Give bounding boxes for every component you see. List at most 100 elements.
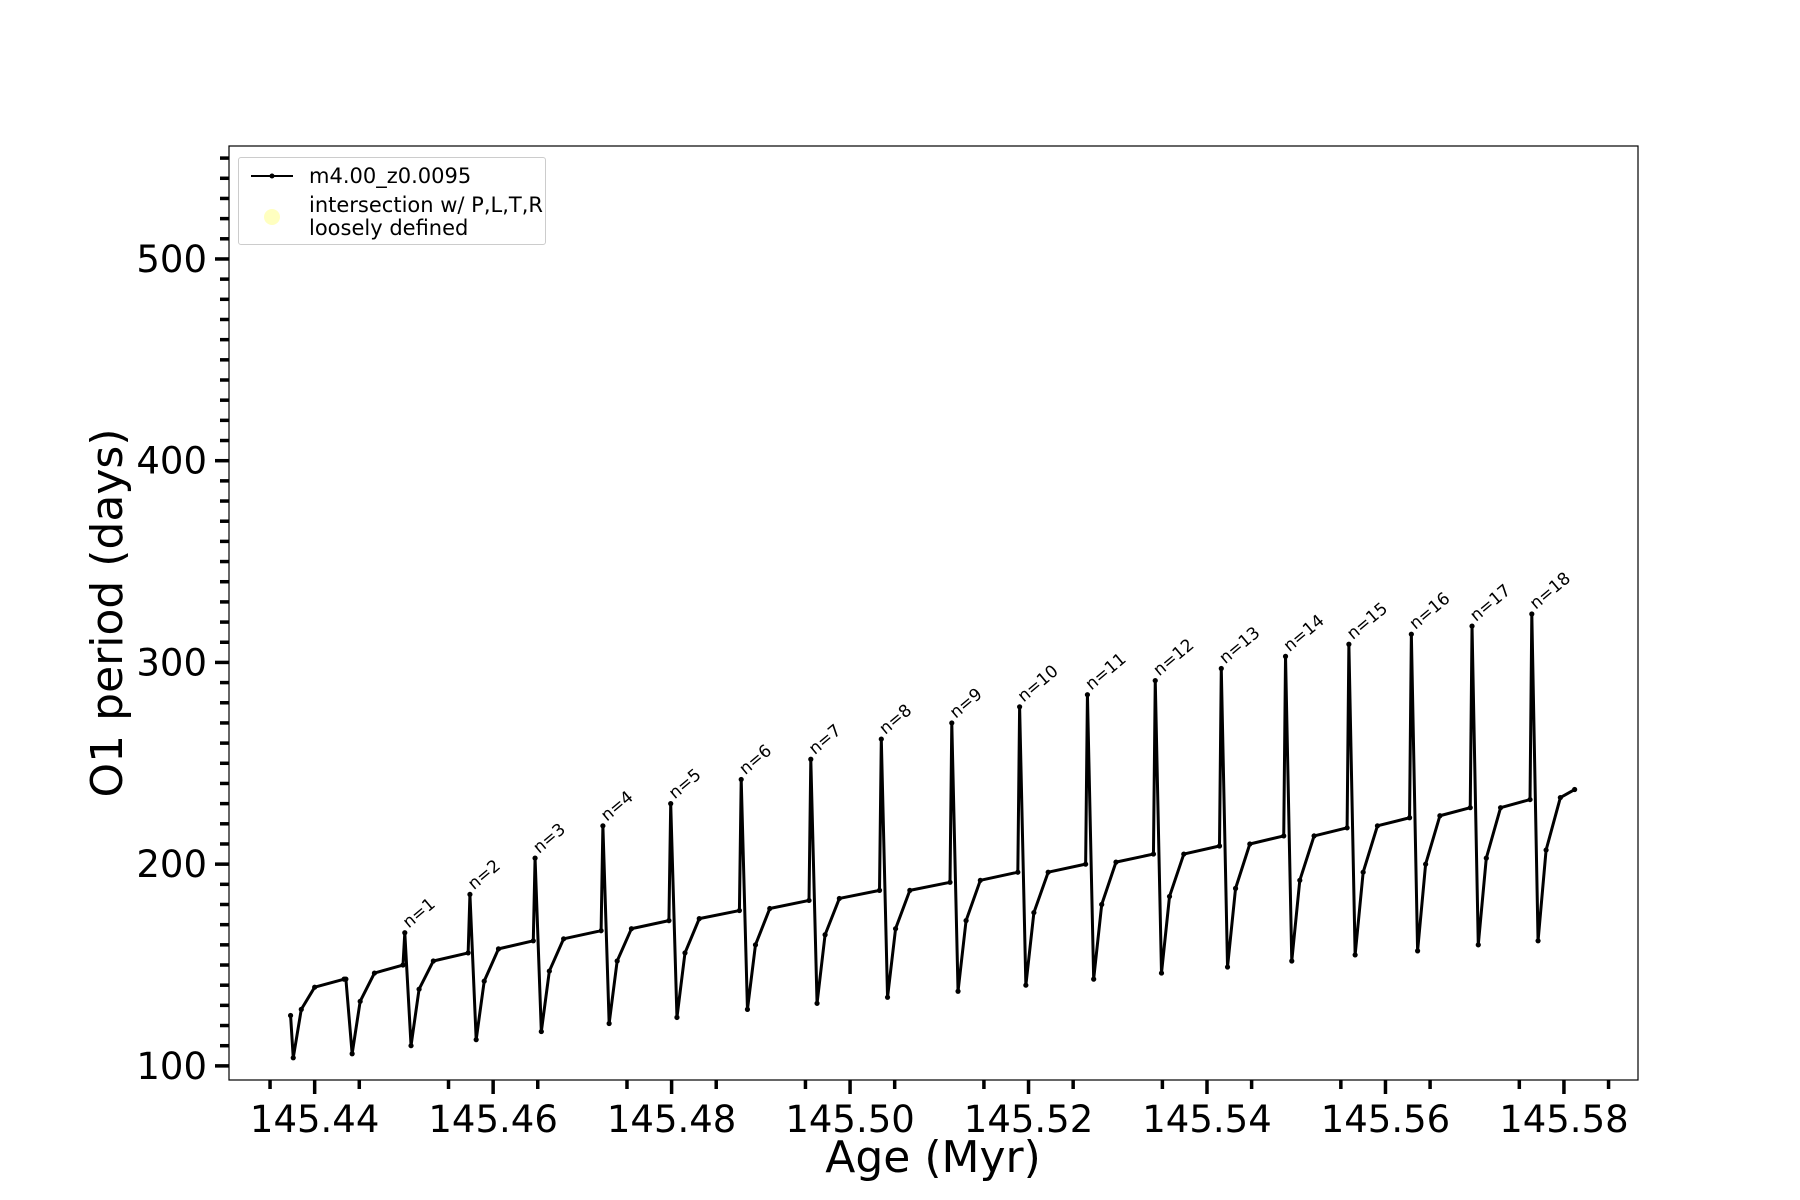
point bbox=[1247, 841, 1253, 847]
annotation-text: n=15 bbox=[1343, 599, 1392, 644]
point bbox=[614, 958, 620, 964]
point bbox=[538, 1028, 544, 1035]
point bbox=[606, 1020, 612, 1027]
point bbox=[1352, 952, 1358, 958]
annotation-text: n=13 bbox=[1216, 623, 1265, 668]
point bbox=[1045, 869, 1051, 875]
point bbox=[1017, 704, 1023, 710]
point bbox=[1158, 970, 1165, 976]
annotation-text: n=8 bbox=[876, 701, 916, 739]
point bbox=[752, 942, 759, 948]
annotation-text: n=11 bbox=[1082, 649, 1131, 694]
x-tick-label: 145.44 bbox=[250, 1098, 379, 1141]
x-tick-label: 145.48 bbox=[607, 1098, 736, 1141]
legend: m4.00_z0.0095 intersection w/ P,L,T,R loo… bbox=[238, 157, 546, 245]
annotation-text: n=6 bbox=[736, 741, 776, 779]
point bbox=[949, 720, 955, 726]
point bbox=[1483, 855, 1489, 861]
annotation: n=1 bbox=[399, 894, 439, 932]
annotation: n=6 bbox=[736, 741, 776, 779]
point bbox=[628, 926, 635, 932]
annotation: n=18 bbox=[1526, 569, 1575, 614]
annotation-text: n=5 bbox=[665, 765, 705, 803]
point bbox=[1346, 641, 1352, 647]
y-tick-label: 200 bbox=[136, 843, 207, 886]
point bbox=[546, 968, 552, 974]
point bbox=[907, 887, 913, 893]
point bbox=[947, 879, 953, 885]
point bbox=[1216, 843, 1223, 849]
x-tick-label: 145.50 bbox=[785, 1098, 914, 1141]
point bbox=[1527, 796, 1533, 803]
point bbox=[1557, 794, 1563, 801]
point bbox=[963, 918, 969, 924]
point bbox=[312, 984, 318, 990]
point bbox=[806, 897, 812, 904]
point bbox=[892, 926, 899, 932]
point bbox=[561, 936, 567, 942]
series-line bbox=[289, 612, 1576, 1060]
point bbox=[481, 978, 487, 984]
point bbox=[1572, 786, 1578, 793]
annotation-text: n=2 bbox=[464, 856, 504, 894]
annotation-text: n=17 bbox=[1466, 581, 1515, 626]
point bbox=[1374, 823, 1381, 829]
annotation-text: n=4 bbox=[597, 787, 637, 825]
point bbox=[1281, 833, 1287, 839]
y-tick-label: 400 bbox=[136, 440, 207, 483]
legend-swatch bbox=[249, 205, 295, 229]
annotation: n=10 bbox=[1014, 661, 1063, 706]
point bbox=[955, 988, 961, 994]
point bbox=[1467, 805, 1473, 811]
point bbox=[343, 976, 349, 982]
point bbox=[416, 986, 422, 992]
point bbox=[1423, 861, 1429, 867]
point bbox=[1406, 815, 1413, 821]
point bbox=[1469, 623, 1475, 629]
annotation: n=11 bbox=[1082, 649, 1131, 694]
point bbox=[290, 1055, 296, 1061]
point bbox=[836, 895, 842, 902]
point bbox=[402, 930, 408, 936]
annotation-text: n=18 bbox=[1526, 569, 1575, 614]
y-axis-label: O1 period (days) bbox=[82, 429, 133, 798]
legend-dot bbox=[264, 209, 280, 225]
point bbox=[287, 1012, 294, 1019]
x-tick-label: 145.52 bbox=[964, 1098, 1093, 1141]
annotation: n=4 bbox=[597, 787, 637, 825]
legend-item: intersection w/ P,L,T,R loosely defined bbox=[239, 194, 543, 240]
point bbox=[1535, 938, 1541, 944]
x-tick-label: 145.58 bbox=[1499, 1098, 1628, 1141]
point bbox=[430, 958, 436, 964]
point bbox=[1091, 976, 1097, 982]
x-axis-label: Age (Myr) bbox=[825, 1132, 1041, 1183]
point bbox=[1289, 958, 1295, 964]
point bbox=[1414, 948, 1421, 954]
point bbox=[1084, 692, 1091, 698]
y-tick-label: 500 bbox=[136, 238, 207, 281]
point bbox=[467, 891, 473, 898]
point bbox=[600, 823, 606, 829]
point bbox=[696, 916, 702, 922]
point bbox=[744, 1006, 751, 1012]
annotation: n=5 bbox=[665, 765, 705, 803]
point bbox=[1150, 851, 1157, 857]
point bbox=[1083, 861, 1089, 867]
annotation: n=17 bbox=[1466, 581, 1515, 626]
annotation: n=8 bbox=[876, 701, 916, 739]
point bbox=[408, 1043, 414, 1049]
legend-symbol bbox=[251, 173, 293, 179]
point bbox=[1224, 964, 1231, 970]
legend-item: m4.00_z0.0095 bbox=[239, 164, 471, 188]
point bbox=[1297, 877, 1303, 883]
point bbox=[876, 887, 883, 893]
plot-frame bbox=[228, 145, 1639, 1081]
point bbox=[1543, 847, 1549, 853]
point bbox=[1152, 677, 1158, 684]
point bbox=[814, 1000, 820, 1006]
annotation-text: n=9 bbox=[946, 684, 986, 722]
point bbox=[1218, 665, 1224, 672]
point bbox=[532, 855, 538, 861]
point bbox=[1181, 851, 1187, 857]
x-tick-label: 145.54 bbox=[1142, 1098, 1271, 1141]
